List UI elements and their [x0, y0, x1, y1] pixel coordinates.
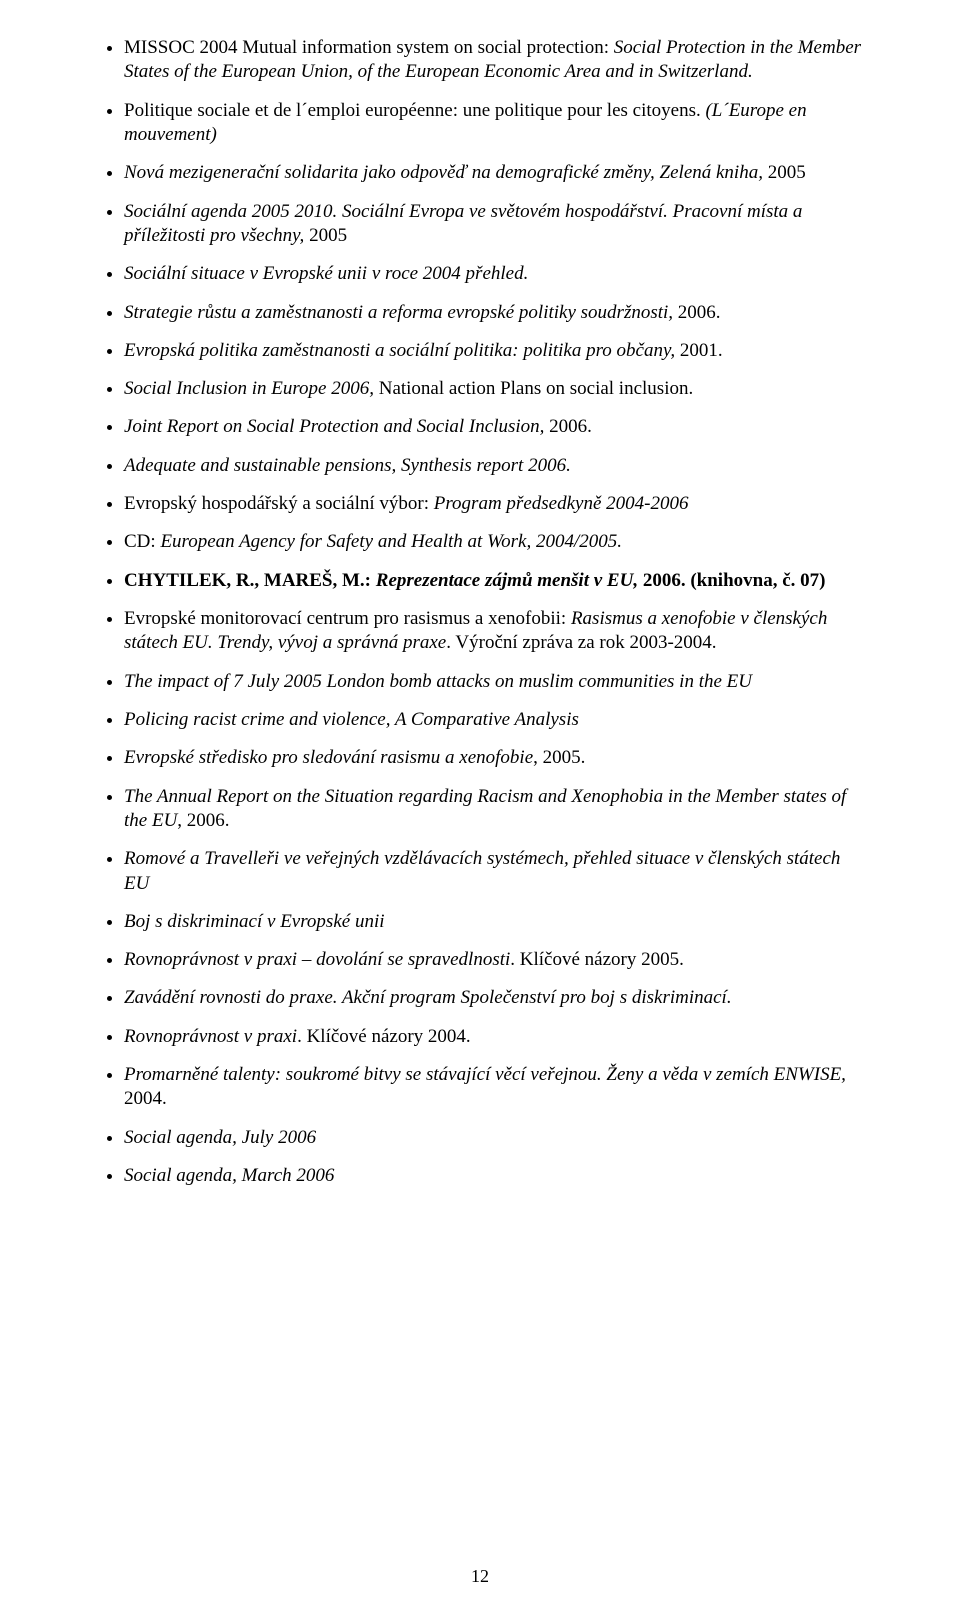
document-page: MISSOC 2004 Mutual information system on… [0, 0, 960, 1611]
list-item: Rovnoprávnost v praxi. Klíčové názory 20… [124, 1025, 870, 1049]
list-item: The Annual Report on the Situation regar… [124, 785, 870, 834]
list-item: Romové a Travelleři ve veřejných vzděláv… [124, 847, 870, 896]
list-item: Evropské středisko pro sledování rasismu… [124, 746, 870, 770]
list-item: Social Inclusion in Europe 2006, Nationa… [124, 377, 870, 401]
list-item: Promarněné talenty: soukromé bitvy se st… [124, 1063, 870, 1112]
list-item: Boj s diskriminací v Evropské unii [124, 910, 870, 934]
list-item: CHYTILEK, R., MAREŠ, M.: Reprezentace zá… [124, 569, 870, 593]
list-item: Politique sociale et de l´emploi europée… [124, 99, 870, 148]
list-item: Adequate and sustainable pensions, Synth… [124, 454, 870, 478]
list-item: Zavádění rovnosti do praxe. Akční progra… [124, 986, 870, 1010]
list-item: Social agenda, July 2006 [124, 1126, 870, 1150]
list-item: Rovnoprávnost v praxi – dovolání se spra… [124, 948, 870, 972]
list-item: Evropská politika zaměstnanosti a sociál… [124, 339, 870, 363]
list-item: Sociální situace v Evropské unii v roce … [124, 262, 870, 286]
list-item: The impact of 7 July 2005 London bomb at… [124, 670, 870, 694]
list-item: MISSOC 2004 Mutual information system on… [124, 36, 870, 85]
list-item: Policing racist crime and violence, A Co… [124, 708, 870, 732]
page-number: 12 [0, 1566, 960, 1587]
list-item: Sociální agenda 2005 2010. Sociální Evro… [124, 200, 870, 249]
list-item: Evropské monitorovací centrum pro rasism… [124, 607, 870, 656]
list-item: Strategie růstu a zaměstnanosti a reform… [124, 301, 870, 325]
reference-list: MISSOC 2004 Mutual information system on… [90, 36, 870, 1188]
list-item: Evropský hospodářský a sociální výbor: P… [124, 492, 870, 516]
list-item: Social agenda, March 2006 [124, 1164, 870, 1188]
list-item: CD: European Agency for Safety and Healt… [124, 530, 870, 554]
list-item: Joint Report on Social Protection and So… [124, 415, 870, 439]
list-item: Nová mezigenerační solidarita jako odpov… [124, 161, 870, 185]
